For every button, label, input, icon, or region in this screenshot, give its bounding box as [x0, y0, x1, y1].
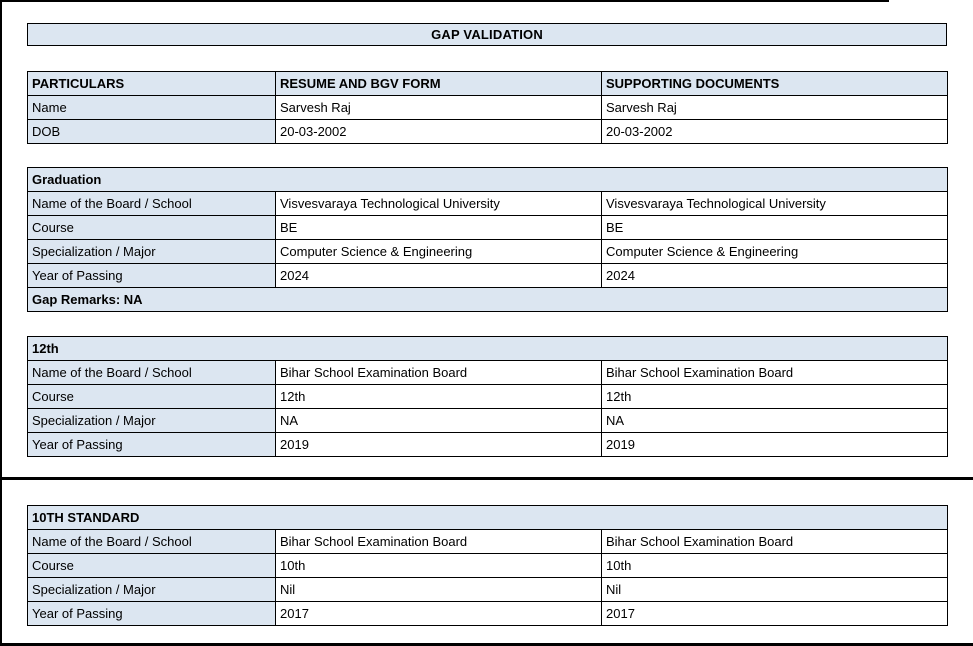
supporting-value: 10th	[601, 553, 948, 578]
resume-value: 20-03-2002	[275, 119, 602, 144]
twelfth-table: 12th Name of the Board / School Bihar Sc…	[26, 336, 949, 457]
supporting-value: NA	[600, 408, 949, 433]
table-row: Specialization / Major Nil Nil	[27, 577, 948, 602]
resume-value: Nil	[275, 577, 602, 602]
column-header-particulars: PARTICULARS	[27, 71, 276, 96]
table-row: Name of the Board / School Bihar School …	[27, 360, 949, 385]
row-label: DOB	[27, 119, 276, 144]
page-break-divider	[0, 477, 973, 480]
row-label: Year of Passing	[27, 601, 276, 626]
resume-value: 2019	[275, 432, 602, 457]
gap-remarks: Gap Remarks: NA	[26, 287, 949, 312]
table-row: Year of Passing 2024 2024	[27, 263, 949, 288]
supporting-value: 2017	[601, 601, 948, 626]
resume-value: Visvesvaraya Technological University	[275, 191, 602, 216]
column-header-resume: RESUME AND BGV FORM	[275, 71, 602, 96]
supporting-value: Computer Science & Engineering	[600, 239, 949, 264]
row-label: Name of the Board / School	[27, 191, 276, 216]
supporting-value: Visvesvaraya Technological University	[600, 191, 949, 216]
resume-value: 2017	[275, 601, 602, 626]
section-heading: Graduation	[26, 167, 949, 192]
row-label: Specialization / Major	[27, 239, 276, 264]
supporting-value: 2024	[600, 263, 949, 288]
section-heading: 10TH STANDARD	[27, 505, 948, 530]
resume-value: BE	[275, 215, 602, 240]
table-row: Specialization / Major NA NA	[27, 408, 949, 433]
particulars-header-row: PARTICULARS RESUME AND BGV FORM SUPPORTI…	[27, 71, 948, 96]
resume-value: Computer Science & Engineering	[275, 239, 602, 264]
row-label: Course	[27, 384, 276, 409]
resume-value: 2024	[275, 263, 602, 288]
supporting-value: 2019	[600, 432, 949, 457]
table-row: Year of Passing 2019 2019	[27, 432, 949, 457]
row-label: Name	[27, 95, 276, 120]
particulars-table: PARTICULARS RESUME AND BGV FORM SUPPORTI…	[27, 71, 948, 144]
resume-value: 12th	[275, 384, 602, 409]
table-row: Specialization / Major Computer Science …	[27, 239, 949, 264]
supporting-value: Nil	[601, 577, 948, 602]
page-border-left	[0, 0, 2, 646]
column-header-supporting: SUPPORTING DOCUMENTS	[601, 71, 948, 96]
resume-value: Sarvesh Raj	[275, 95, 602, 120]
resume-value: Bihar School Examination Board	[275, 360, 602, 385]
resume-value: Bihar School Examination Board	[275, 529, 602, 554]
gap-remarks-row: Gap Remarks: NA	[26, 287, 949, 312]
table-row: Course 10th 10th	[27, 553, 948, 578]
row-label: Course	[27, 215, 276, 240]
supporting-value: Bihar School Examination Board	[600, 360, 949, 385]
section-heading: 12th	[26, 336, 949, 361]
table-row: Course BE BE	[27, 215, 949, 240]
tenth-table: 10TH STANDARD Name of the Board / School…	[27, 505, 948, 626]
page-border-top	[0, 0, 889, 2]
document-title: GAP VALIDATION	[431, 27, 543, 42]
row-label: Specialization / Major	[27, 577, 276, 602]
supporting-value: Bihar School Examination Board	[601, 529, 948, 554]
resume-value: 10th	[275, 553, 602, 578]
row-label: Year of Passing	[27, 263, 276, 288]
table-row: DOB 20-03-2002 20-03-2002	[27, 119, 948, 144]
supporting-value: BE	[600, 215, 949, 240]
graduation-table: Graduation Name of the Board / School Vi…	[26, 167, 949, 312]
section-heading-row: Graduation	[26, 167, 949, 192]
document-title-box: GAP VALIDATION	[27, 23, 947, 46]
table-row: Name of the Board / School Bihar School …	[27, 529, 948, 554]
supporting-value: 12th	[600, 384, 949, 409]
supporting-value: 20-03-2002	[601, 119, 948, 144]
section-heading-row: 12th	[26, 336, 949, 361]
row-label: Name of the Board / School	[27, 360, 276, 385]
row-label: Specialization / Major	[27, 408, 276, 433]
supporting-value: Sarvesh Raj	[601, 95, 948, 120]
section-heading-row: 10TH STANDARD	[27, 505, 948, 530]
table-row: Year of Passing 2017 2017	[27, 601, 948, 626]
row-label: Name of the Board / School	[27, 529, 276, 554]
table-row: Name of the Board / School Visvesvaraya …	[27, 191, 949, 216]
row-label: Course	[27, 553, 276, 578]
table-row: Name Sarvesh Raj Sarvesh Raj	[27, 95, 948, 120]
page-border-bottom	[0, 643, 973, 646]
resume-value: NA	[275, 408, 602, 433]
row-label: Year of Passing	[27, 432, 276, 457]
table-row: Course 12th 12th	[27, 384, 949, 409]
